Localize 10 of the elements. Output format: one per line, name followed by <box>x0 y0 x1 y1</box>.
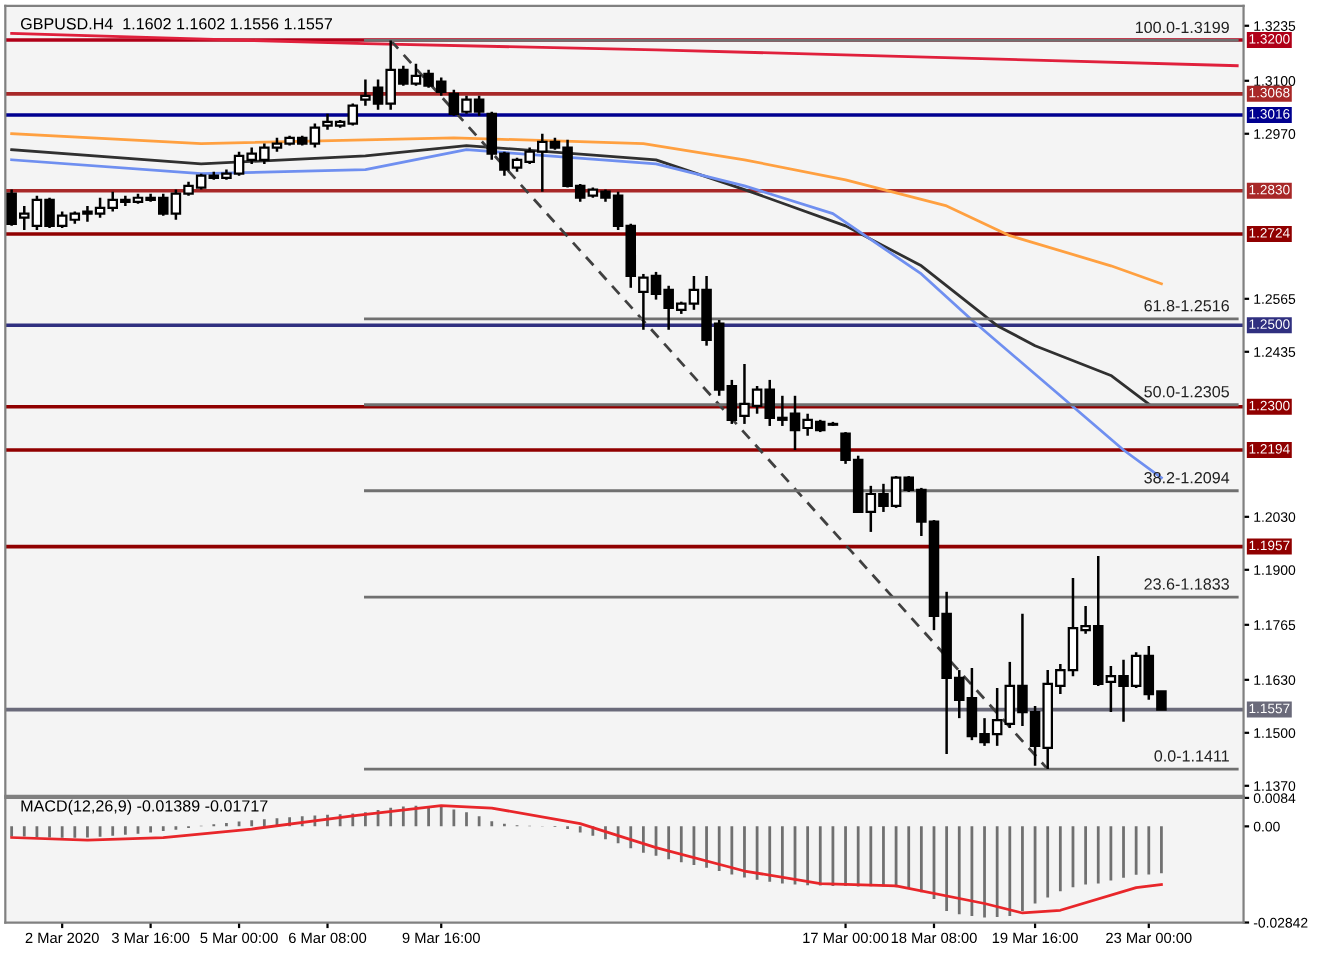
line-series <box>10 132 1163 286</box>
line-series <box>10 32 1239 68</box>
series-label: 23.6-1.1833 <box>1144 578 1229 590</box>
series-label: 0.0-1.1411 <box>1154 750 1229 762</box>
series-label: 50.0-1.2305 <box>1144 386 1229 398</box>
text: GBPUSD.H4 1.1602 1.1602 1.1556 1.1557 <box>20 18 332 30</box>
series-label: 61.8-1.2516 <box>1144 300 1229 312</box>
series-label: 38.2-1.2094 <box>1144 471 1230 484</box>
chart-title: MACD(12,26,9) -0.01389 -0.01717 <box>21 799 268 815</box>
series-label: 100.0-1.3199 <box>1135 21 1229 34</box>
